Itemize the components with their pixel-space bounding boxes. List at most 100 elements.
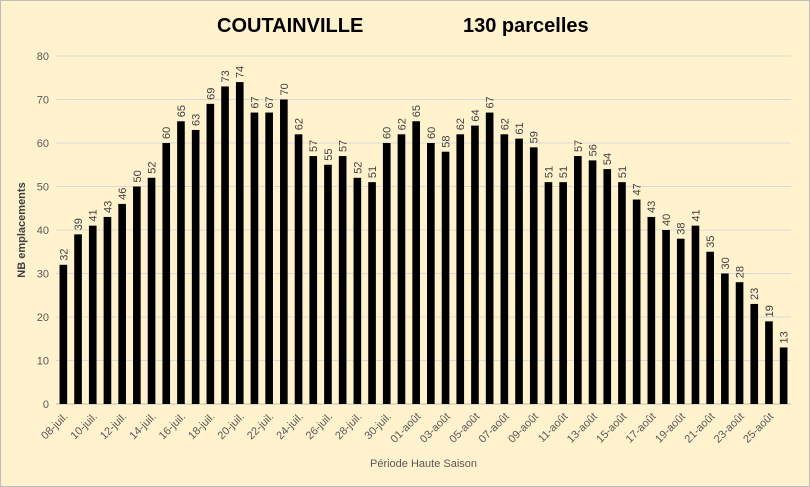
bar (324, 164, 332, 404)
data-label: 46 (117, 188, 129, 200)
data-label: 62 (293, 118, 305, 130)
data-label: 41 (690, 209, 702, 221)
bar (103, 216, 112, 404)
data-label: 57 (573, 140, 585, 152)
bar (544, 182, 553, 404)
data-label: 51 (543, 166, 555, 178)
chart-title: COUTAINVILLE (217, 15, 364, 37)
x-tick-label: 16-juil. (157, 411, 188, 442)
bar (191, 129, 200, 404)
bar (133, 186, 141, 404)
data-label: 60 (382, 127, 394, 139)
bar (559, 182, 567, 404)
data-label: 30 (720, 257, 732, 269)
data-label: 23 (749, 288, 761, 300)
x-axis-label: Période Haute Saison (370, 458, 477, 470)
x-tick-label: 09-août (506, 411, 541, 446)
bar (603, 169, 612, 404)
x-tick-label: 18-juil. (186, 411, 217, 442)
x-tick-label: 24-juil. (274, 411, 305, 442)
bar (574, 156, 582, 404)
bar (338, 156, 347, 404)
bar (59, 264, 68, 404)
data-label: 28 (734, 266, 746, 278)
bar (765, 321, 773, 404)
data-label: 65 (411, 105, 423, 117)
data-label: 67 (485, 96, 497, 108)
bar (265, 112, 273, 405)
bar (721, 273, 729, 404)
data-label: 62 (396, 118, 408, 130)
bar (382, 143, 391, 404)
bar (397, 134, 406, 405)
bar (618, 182, 626, 404)
bar (456, 134, 465, 405)
x-tick-label: 25-août (741, 411, 776, 446)
x-tick-label: 15-août (594, 411, 629, 446)
chart-subtitle: 130 parcelles (463, 15, 589, 37)
data-label: 13 (779, 331, 791, 343)
bar (206, 103, 215, 404)
x-tick-label: 26-juil. (304, 411, 335, 442)
x-tick-label: 17-août (624, 411, 659, 446)
y-tick-label: 70 (37, 95, 49, 107)
bar (750, 303, 759, 404)
data-label: 50 (132, 170, 144, 182)
data-label: 40 (661, 214, 673, 226)
data-label: 41 (88, 209, 100, 221)
bar (471, 125, 479, 404)
x-tick-label: 13-août (565, 411, 600, 446)
x-tick-label: 03-août (418, 411, 453, 446)
data-label: 61 (514, 122, 526, 134)
bar (177, 121, 185, 404)
data-label: 51 (367, 166, 379, 178)
bar (368, 182, 376, 404)
y-tick-label: 0 (43, 399, 49, 411)
y-axis-ticks: 0 10 20 30 40 50 60 70 80 (37, 51, 49, 411)
bar (485, 112, 494, 405)
y-tick-label: 30 (37, 269, 49, 281)
bar (280, 99, 288, 404)
x-tick-label: 12-juil. (98, 411, 129, 442)
data-label: 74 (235, 66, 247, 78)
data-label: 51 (558, 166, 570, 178)
bar (691, 225, 700, 404)
data-label: 59 (529, 131, 541, 143)
y-axis-label: NB emplacements (16, 182, 28, 277)
bar (500, 134, 509, 405)
x-tick-label: 20-juil. (216, 411, 247, 442)
x-tick-label: 21-août (682, 411, 717, 446)
bar (647, 216, 656, 404)
data-label: 39 (73, 218, 85, 230)
x-tick-label: 23-août (712, 411, 747, 446)
data-label: 51 (617, 166, 629, 178)
data-label: 58 (440, 135, 452, 147)
x-tick-label: 19-août (653, 411, 688, 446)
bar (427, 143, 435, 404)
y-tick-label: 40 (37, 225, 49, 237)
data-label: 67 (264, 96, 276, 108)
data-label: 32 (58, 249, 70, 261)
data-label: 60 (426, 127, 438, 139)
x-tick-label: 07-août (477, 411, 512, 446)
data-label: 62 (499, 118, 511, 130)
data-label: 35 (705, 236, 717, 248)
bar (735, 282, 744, 404)
bar (779, 347, 788, 404)
bar (74, 234, 82, 404)
data-label: 67 (249, 96, 261, 108)
data-label: 43 (646, 201, 658, 213)
bar (294, 134, 303, 405)
bar (706, 251, 714, 404)
x-tick-label: 22-juil. (245, 411, 276, 442)
x-tick-label: 01-août (388, 411, 423, 446)
bar (309, 156, 318, 404)
bar (250, 112, 259, 405)
bar (529, 147, 538, 404)
data-label: 60 (161, 127, 173, 139)
x-tick-label: 11-août (536, 411, 570, 445)
bar (147, 177, 156, 404)
x-axis-ticks: 08-juil.10-juil.12-juil.14-juil.16-juil.… (39, 411, 776, 446)
